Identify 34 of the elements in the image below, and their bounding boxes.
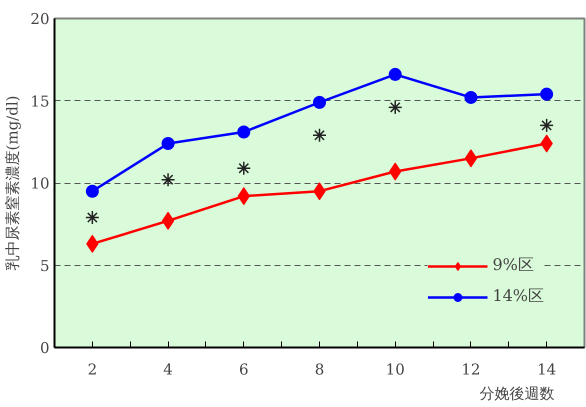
point <box>85 210 100 225</box>
y-tick-label: 5 <box>40 256 50 275</box>
point <box>86 234 99 253</box>
point <box>312 128 327 143</box>
x-tick-label: 14 <box>537 360 556 378</box>
y-tick-label: 15 <box>30 92 50 110</box>
point <box>313 96 326 109</box>
legend-label: 9%区 <box>492 255 534 276</box>
point <box>162 212 174 230</box>
legend-label: 14%区 <box>492 286 544 307</box>
point <box>313 182 326 200</box>
x-tick-label: 2 <box>88 360 98 378</box>
y-axis-title: 乳中尿素窒素濃度(mg/dl) <box>3 96 22 270</box>
x-tick-label: 10 <box>386 360 405 378</box>
x-tick-label: 12 <box>461 360 480 378</box>
point <box>464 149 478 168</box>
point <box>162 137 175 150</box>
point <box>86 184 99 198</box>
x-tick-label: 4 <box>163 360 173 378</box>
point <box>160 172 176 187</box>
x-tick-label: 6 <box>239 360 249 378</box>
point <box>236 160 252 176</box>
y-tick-label: 20 <box>30 10 50 28</box>
x-axis-title: 分娩後週数 <box>480 384 554 402</box>
point <box>540 134 553 153</box>
point <box>388 68 402 81</box>
point <box>388 100 402 115</box>
point <box>539 118 554 133</box>
point <box>464 90 478 104</box>
point <box>237 126 250 138</box>
point <box>540 88 554 101</box>
x-tick-label: 8 <box>314 360 324 378</box>
y-tick-label: 0 <box>40 339 50 357</box>
y-tick-label: 10 <box>30 174 50 192</box>
